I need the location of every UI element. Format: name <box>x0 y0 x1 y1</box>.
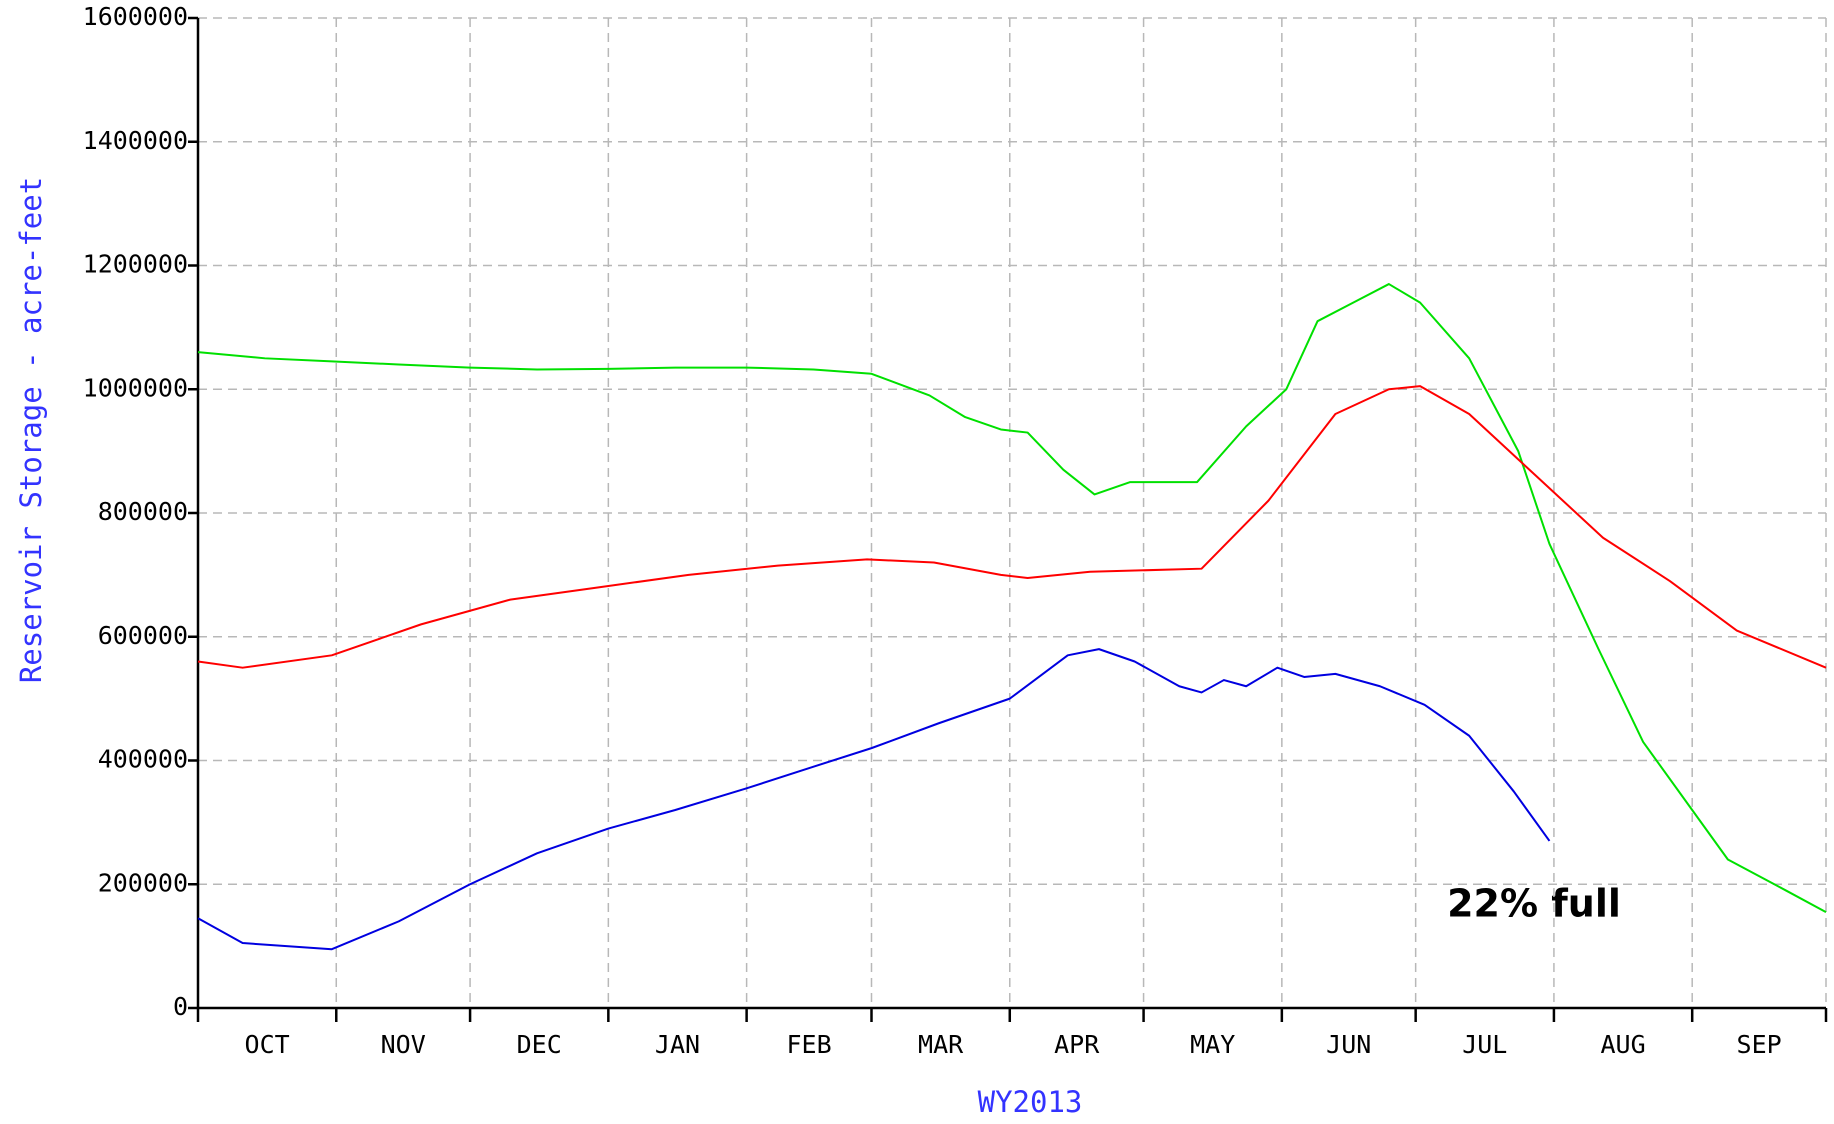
x-tick-label: APR <box>1054 1030 1100 1059</box>
x-tick-label: MAY <box>1190 1030 1235 1059</box>
series-line <box>197 648 1551 951</box>
y-axis-label: Reservoir Storage - acre-feet <box>14 177 48 683</box>
y-tick-label: 1200000 <box>83 250 188 279</box>
x-axis-label: WY2013 <box>978 1085 1083 1119</box>
series-line <box>197 385 1827 669</box>
annotation: 22% full <box>1447 882 1621 926</box>
y-tick-label: 1600000 <box>83 2 188 31</box>
y-tick-label: 600000 <box>98 621 188 650</box>
x-tick-label: SEP <box>1737 1030 1782 1059</box>
x-tick-label: AUG <box>1600 1030 1645 1059</box>
y-tick-label: 0 <box>173 992 188 1021</box>
x-tick-label: JUL <box>1462 1030 1507 1059</box>
y-tick-label: 400000 <box>98 745 188 774</box>
series-line <box>197 283 1827 913</box>
x-tick-label: JUN <box>1326 1030 1371 1059</box>
x-tick-label: FEB <box>786 1030 831 1059</box>
y-tick-label: 800000 <box>98 497 188 526</box>
x-tick-label: JAN <box>655 1030 700 1059</box>
x-tick-label: OCT <box>245 1030 290 1059</box>
x-tick-label: MAR <box>918 1030 964 1059</box>
y-tick-label: 200000 <box>98 868 188 897</box>
y-tick-label: 1000000 <box>83 373 188 402</box>
x-tick-label: DEC <box>517 1030 562 1059</box>
x-tick-label: NOV <box>381 1030 426 1059</box>
y-tick-label: 1400000 <box>83 126 188 155</box>
